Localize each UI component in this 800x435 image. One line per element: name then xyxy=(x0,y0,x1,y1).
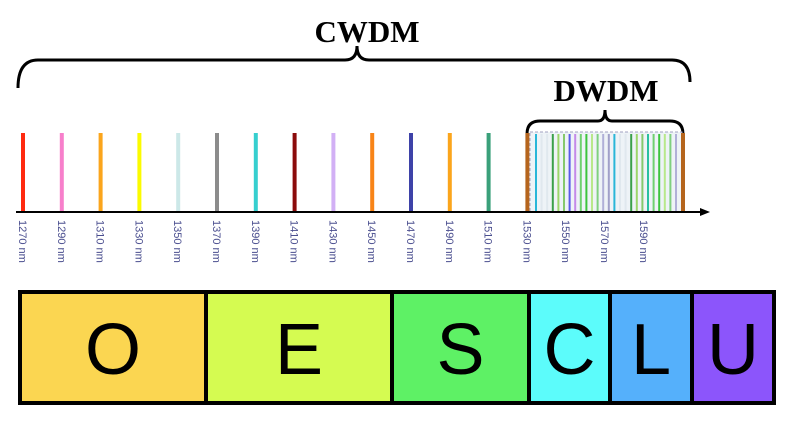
dwdm-brace xyxy=(525,109,685,135)
axis-arrow-icon xyxy=(700,208,710,216)
cwdm-title: CWDM xyxy=(314,14,419,49)
band-label: S xyxy=(436,310,484,390)
wavelength-label: 1490 nm xyxy=(443,220,455,263)
wavelength-label: 1390 nm xyxy=(249,220,261,263)
band-box-c xyxy=(527,290,612,405)
wavelength-label: 1290 nm xyxy=(55,220,67,263)
wavelength-label: 1370 nm xyxy=(210,220,222,263)
band-box-l xyxy=(608,290,694,405)
dwdm-title: DWDM xyxy=(553,73,658,108)
wavelength-label: 1450 nm xyxy=(365,220,377,263)
wavelength-label: 1530 nm xyxy=(520,220,532,263)
band-label: E xyxy=(275,310,323,390)
band-box-s xyxy=(390,290,531,405)
wavelength-label: 1350 nm xyxy=(171,220,183,263)
wavelength-label: 1430 nm xyxy=(326,220,338,263)
wavelength-label: 1410 nm xyxy=(288,220,300,263)
wavelength-label: 1270 nm xyxy=(16,220,28,263)
wavelength-label: 1550 nm xyxy=(559,220,571,263)
band-label: U xyxy=(707,310,759,390)
band-box-e xyxy=(204,290,394,405)
band-label: O xyxy=(85,310,141,390)
wavelength-label: 1470 nm xyxy=(404,220,416,263)
cwdm-brace xyxy=(16,45,692,89)
wavelength-label: 1570 nm xyxy=(598,220,610,263)
band-label: L xyxy=(631,310,671,390)
wavelength-label: 1590 nm xyxy=(637,220,649,263)
wavelength-label: 1310 nm xyxy=(94,220,106,263)
band-label: C xyxy=(544,310,596,390)
wavelength-label: 1510 nm xyxy=(482,220,494,263)
wavelength-label: 1330 nm xyxy=(132,220,144,263)
dwdm-region xyxy=(529,131,683,213)
band-box-u xyxy=(690,290,776,405)
